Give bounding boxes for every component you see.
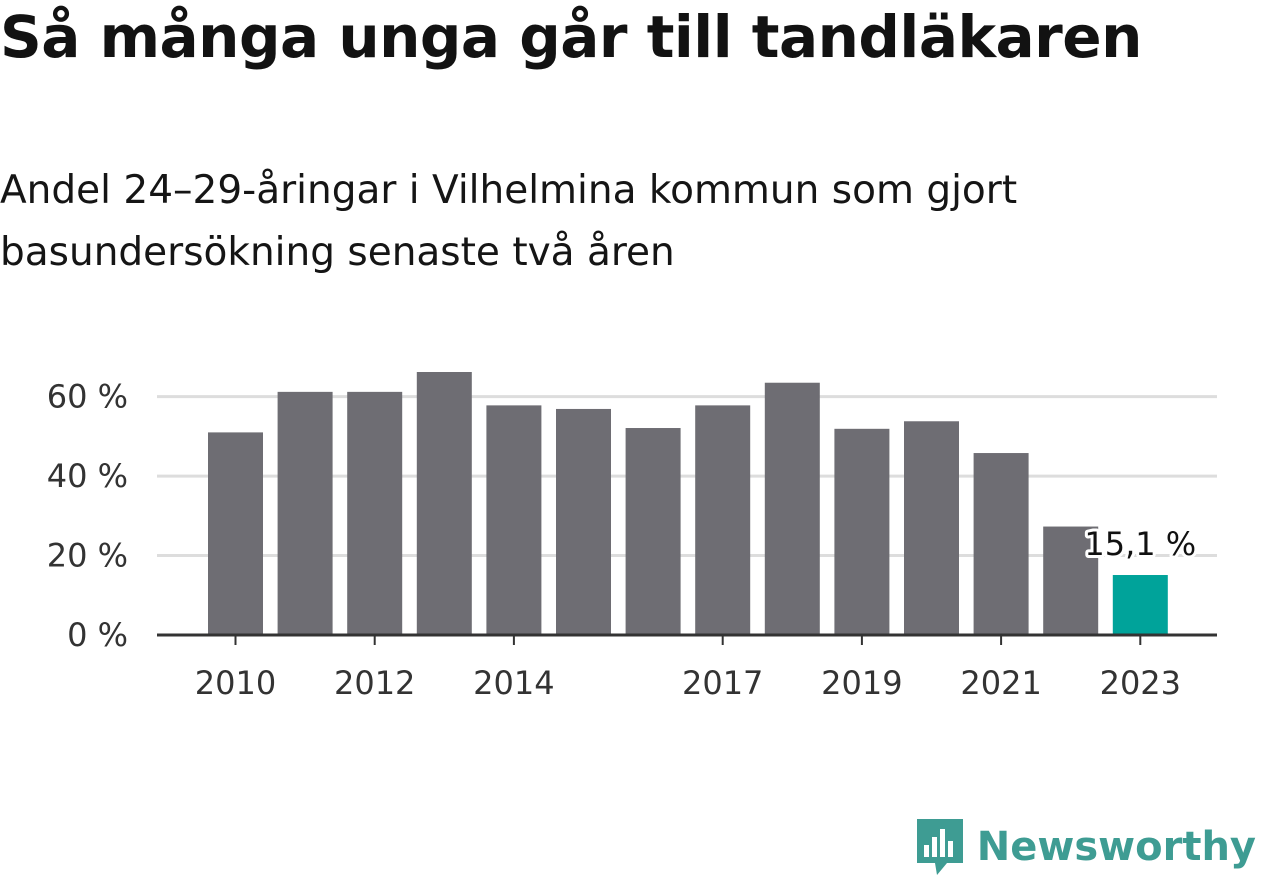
bars bbox=[208, 372, 1168, 635]
brand-name: Newsworthy bbox=[976, 824, 1256, 870]
data-labels: 15,1 % bbox=[1081, 522, 1199, 566]
bar-2018 bbox=[764, 382, 820, 635]
bar-2016 bbox=[625, 428, 681, 635]
chart-title: Så många unga går till tandläkaren bbox=[0, 3, 1142, 71]
bar-2014 bbox=[486, 405, 542, 635]
bar-chart: 2010 2012 2014 2017 2019 2021 2023 0 % 20 % 40 %… bbox=[47, 372, 1217, 702]
bar-2023 bbox=[1112, 575, 1168, 635]
bar-2020 bbox=[904, 421, 959, 635]
data-label-2023: 15,1 % bbox=[1084, 525, 1196, 563]
bar-2012 bbox=[347, 391, 403, 635]
y-tick-label: 0 % bbox=[67, 616, 128, 654]
x-tick-label: 2019 bbox=[821, 664, 902, 702]
x-tick-label: 2021 bbox=[960, 664, 1041, 702]
x-tick-label: 2010 bbox=[195, 664, 276, 702]
gridlines bbox=[157, 395, 1217, 558]
newsworthy-logo-icon bbox=[916, 819, 963, 875]
bar-2011 bbox=[277, 391, 333, 635]
x-tick-label: 2017 bbox=[682, 664, 763, 702]
x-axis-ticks: 2010 2012 2014 2017 2019 2021 2023 bbox=[195, 635, 1181, 702]
bar-2017 bbox=[695, 405, 751, 635]
chart-subtitle: Andel 24–29-åringar i Vilhelmina kommun … bbox=[0, 168, 1018, 275]
x-tick-label: 2012 bbox=[334, 664, 415, 702]
bar-2021 bbox=[973, 453, 1029, 635]
bar-2019 bbox=[834, 428, 890, 635]
y-tick-label: 60 % bbox=[47, 378, 128, 416]
bar-2013 bbox=[416, 372, 472, 635]
bar-2010 bbox=[208, 432, 263, 635]
y-tick-label: 40 % bbox=[47, 457, 128, 495]
bar-2015 bbox=[556, 408, 611, 635]
brand-logo: Newsworthy bbox=[915, 817, 1256, 877]
y-tick-label: 20 % bbox=[47, 537, 128, 575]
bar-2022 bbox=[1043, 526, 1099, 635]
x-tick-label: 2023 bbox=[1100, 664, 1181, 702]
y-axis-labels: 0 % 20 % 40 % 60 % bbox=[47, 378, 128, 654]
x-tick-label: 2014 bbox=[473, 664, 554, 702]
